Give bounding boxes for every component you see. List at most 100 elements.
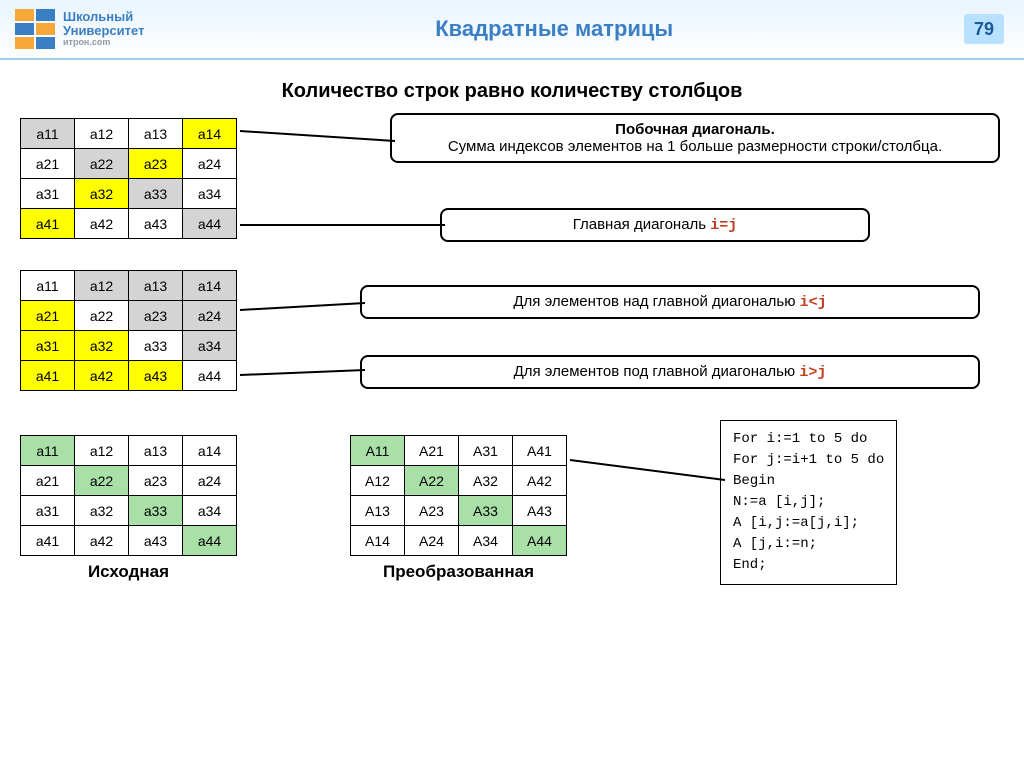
block-transpose: а11 а12 а13 а14 а21 а22 а23 а24 а31 а32 …	[10, 435, 1014, 635]
cell: A44	[513, 526, 567, 556]
cell: а22	[75, 466, 129, 496]
code-line: N:=a [i,j];	[733, 492, 884, 513]
callout-text: Главная диагональ	[573, 216, 711, 233]
cell: а12	[75, 271, 129, 301]
cell: а33	[129, 496, 183, 526]
cell: а31	[21, 496, 75, 526]
content: Количество строк равно количеству столбц…	[0, 60, 1024, 657]
callout-code: i=j	[710, 217, 737, 234]
cell: а44	[183, 361, 237, 391]
cell: A41	[513, 436, 567, 466]
pointer-line	[240, 298, 365, 313]
cell: а34	[183, 496, 237, 526]
pointer-line	[240, 365, 365, 380]
cell: а23	[129, 301, 183, 331]
callout-text: Для элементов под главной диагональю	[514, 363, 800, 380]
pointer-line	[570, 455, 725, 485]
cell: а44	[183, 209, 237, 239]
code-line: Begin	[733, 471, 884, 492]
code-line: A [j,i:=n;	[733, 534, 884, 555]
code-line: End;	[733, 555, 884, 576]
cell: а42	[75, 209, 129, 239]
cell: а41	[21, 209, 75, 239]
cell: а14	[183, 271, 237, 301]
cell: A32	[459, 466, 513, 496]
code-line: For i:=1 to 5 do	[733, 429, 884, 450]
subtitle: Количество строк равно количеству столбц…	[10, 80, 1014, 103]
callout-above-diagonal: Для элементов над главной диагональю i<j	[360, 285, 980, 319]
logo-text: Школьный Университет итрон.com	[63, 10, 144, 48]
label-transformed: Преобразованная	[350, 562, 567, 582]
cell: а33	[129, 179, 183, 209]
cell: A42	[513, 466, 567, 496]
cell: A24	[405, 526, 459, 556]
cell: A13	[351, 496, 405, 526]
cell: а41	[21, 361, 75, 391]
cell: A34	[459, 526, 513, 556]
cell: а42	[75, 526, 129, 556]
cell: а32	[75, 331, 129, 361]
cell: A22	[405, 466, 459, 496]
cell: а12	[75, 119, 129, 149]
callout-code: i>j	[799, 364, 826, 381]
block-diagonals: а11 а12 а13 а14 а21 а22 а23 а24 а31 а32 …	[10, 118, 1014, 258]
logo-line1: Школьный	[63, 10, 144, 24]
label-source: Исходная	[20, 562, 237, 582]
cell: а24	[183, 466, 237, 496]
cell: A11	[351, 436, 405, 466]
cell: а31	[21, 179, 75, 209]
matrix-transformed: A11 A21 A31 A41 A12 A22 A32 A42 A13 A23 …	[350, 435, 567, 556]
cell: а23	[129, 466, 183, 496]
cell: а23	[129, 149, 183, 179]
cell: а14	[183, 436, 237, 466]
matrix-1: а11 а12 а13 а14 а21 а22 а23 а24 а31 а32 …	[20, 118, 237, 239]
header: Школьный Университет итрон.com Квадратны…	[0, 0, 1024, 60]
transformed-wrap: A11 A21 A31 A41 A12 A22 A32 A42 A13 A23 …	[350, 435, 567, 582]
cell: а41	[21, 526, 75, 556]
matrix-2: а11 а12 а13 а14 а21 а22 а23 а24 а31 а32 …	[20, 270, 237, 391]
logo: Школьный Университет итрон.com	[15, 9, 144, 49]
pointer-line	[240, 220, 445, 238]
cell: A21	[405, 436, 459, 466]
callout-main-diagonal: Главная диагональ i=j	[440, 208, 870, 242]
callout-below-diagonal: Для элементов под главной диагональю i>j	[360, 355, 980, 389]
cell: а21	[21, 301, 75, 331]
cell: а12	[75, 436, 129, 466]
cell: а22	[75, 301, 129, 331]
cell: а13	[129, 119, 183, 149]
matrix-source: а11 а12 а13 а14 а21 а22 а23 а24 а31 а32 …	[20, 435, 237, 556]
cell: а14	[183, 119, 237, 149]
cell: а11	[21, 436, 75, 466]
cell: а44	[183, 526, 237, 556]
code-line: A [i,j:=a[j,i];	[733, 513, 884, 534]
cell: A23	[405, 496, 459, 526]
block-above-below: а11 а12 а13 а14 а21 а22 а23 а24 а31 а32 …	[10, 270, 1014, 410]
cell: а21	[21, 149, 75, 179]
cell: а32	[75, 496, 129, 526]
cell: A31	[459, 436, 513, 466]
cell: а24	[183, 301, 237, 331]
code-box: For i:=1 to 5 do For j:=i+1 to 5 do Begi…	[720, 420, 897, 585]
cell: A33	[459, 496, 513, 526]
cell: а42	[75, 361, 129, 391]
cell: а13	[129, 436, 183, 466]
cell: A43	[513, 496, 567, 526]
cell: а31	[21, 331, 75, 361]
cell: A12	[351, 466, 405, 496]
cell: а11	[21, 119, 75, 149]
cell: а43	[129, 361, 183, 391]
callout-title: Побочная диагональ.	[406, 121, 984, 138]
callout-anti-diagonal: Побочная диагональ. Сумма индексов элеме…	[390, 113, 1000, 163]
page-title: Квадратные матрицы	[144, 16, 964, 42]
page-number: 79	[964, 14, 1004, 44]
cell: а21	[21, 466, 75, 496]
callout-text: Для элементов над главной диагональю	[513, 293, 799, 310]
logo-line2: Университет	[63, 24, 144, 38]
cell: A14	[351, 526, 405, 556]
logo-sub: итрон.com	[63, 38, 144, 48]
cell: а34	[183, 331, 237, 361]
cell: а11	[21, 271, 75, 301]
callout-code: i<j	[800, 294, 827, 311]
cell: а33	[129, 331, 183, 361]
cell: а24	[183, 149, 237, 179]
